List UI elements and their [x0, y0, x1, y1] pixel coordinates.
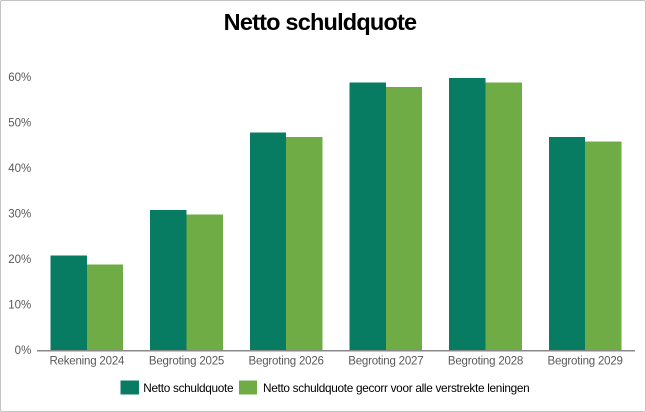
svg-text:Netto schuldquote: Netto schuldquote [143, 381, 234, 395]
svg-text:Rekening 2024: Rekening 2024 [49, 356, 125, 368]
svg-text:Begroting 2025: Begroting 2025 [149, 356, 224, 368]
svg-text:10%: 10% [8, 300, 31, 312]
svg-text:Begroting 2026: Begroting 2026 [249, 356, 324, 368]
svg-text:Begroting 2028: Begroting 2028 [448, 356, 523, 368]
svg-text:Begroting 2027: Begroting 2027 [348, 356, 423, 368]
svg-text:Begroting 2029: Begroting 2029 [548, 356, 623, 368]
svg-text:Netto schuldquote gecorr voor: Netto schuldquote gecorr voor alle verst… [263, 381, 529, 395]
svg-text:30%: 30% [8, 209, 31, 221]
svg-text:50%: 50% [8, 118, 31, 130]
svg-text:0%: 0% [15, 345, 32, 357]
svg-text:60%: 60% [8, 72, 31, 84]
svg-text:20%: 20% [8, 254, 31, 266]
svg-text:Netto schuldquote: Netto schuldquote [224, 9, 417, 35]
svg-text:40%: 40% [8, 163, 31, 175]
